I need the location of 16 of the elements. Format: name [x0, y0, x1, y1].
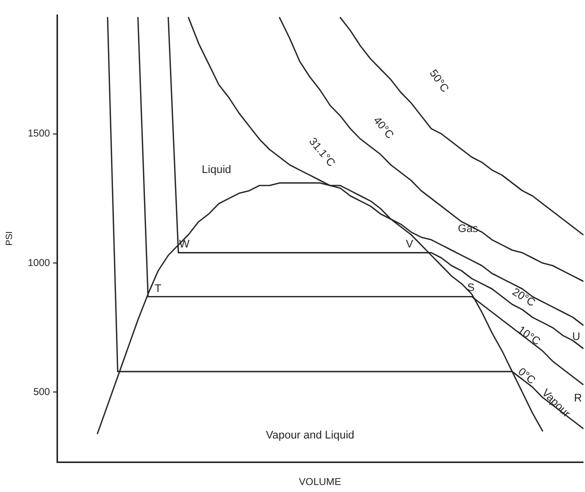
annotation: T — [154, 282, 162, 295]
y-tick-label: 1000 — [28, 258, 50, 269]
annotation: V — [406, 238, 414, 251]
text: 0°C — [516, 366, 538, 387]
annotation: Vapour and Liquid — [266, 429, 354, 442]
x-axis-title: VOLUME — [298, 476, 342, 488]
annotation: S — [467, 282, 475, 294]
annotation: Liquid — [202, 164, 232, 176]
annotation: R — [574, 392, 582, 405]
annotation: U — [572, 331, 580, 344]
y-axis-title: PSI — [4, 231, 14, 246]
annotation: W — [179, 238, 190, 251]
y-tick-label: 500 — [33, 386, 50, 398]
text: 10°C — [515, 324, 542, 348]
y-tick-label: 1500 — [28, 128, 50, 140]
text: 20°C — [510, 286, 538, 310]
